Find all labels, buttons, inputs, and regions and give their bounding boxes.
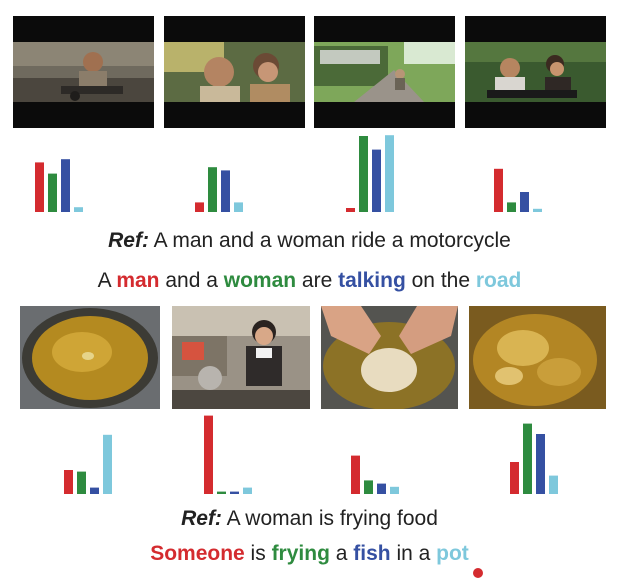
attention-bar-red: [494, 168, 503, 212]
attention-bar-red: [195, 202, 204, 212]
attention-bar-blue: [221, 170, 230, 212]
attention-bar-blue: [372, 149, 381, 212]
caption-word-blue: talking: [338, 269, 406, 292]
caption-text: A: [97, 269, 117, 292]
attention-bar-group: [195, 167, 243, 212]
attention-bar-green: [217, 491, 226, 494]
video-frame-oil-in-pan: [20, 306, 160, 409]
attention-bar-cyan: [234, 202, 243, 212]
attention-bar-cyan: [533, 208, 542, 212]
attention-bar-cyan: [103, 434, 112, 494]
attention-bar-group: [346, 135, 394, 212]
video-frame-bus-on-road: [314, 16, 455, 128]
caption-word-green: woman: [223, 269, 297, 292]
video-frame-hands-frying: [321, 306, 458, 409]
attention-bar-cyan: [549, 475, 558, 494]
ref-text: A woman is frying food: [226, 507, 438, 530]
reference-caption-1: Ref: A man and a woman ride a motorcycle: [0, 229, 619, 253]
attention-bar-group: [494, 168, 542, 212]
caption-word-blue: fish: [353, 542, 391, 565]
video-frame-couple-on-motorcycle: [465, 16, 606, 128]
generated-caption-2: Someone is frying a fish in a pot: [0, 542, 619, 566]
attention-bar-cyan: [390, 486, 399, 494]
caption-text: a: [329, 542, 354, 565]
attention-bar-group: [510, 423, 558, 494]
ref-label: Ref:: [181, 507, 222, 530]
attention-bar-green: [364, 480, 373, 494]
attention-bar-group: [64, 434, 112, 494]
attention-bar-green: [77, 471, 86, 494]
caption-word-red: man: [116, 269, 160, 292]
attention-bar-blue: [230, 491, 239, 494]
attention-bar-green: [507, 202, 516, 212]
attention-bar-red: [510, 462, 519, 494]
attention-bar-cyan: [243, 487, 252, 494]
caption-word-cyan: road: [475, 269, 522, 292]
attention-bar-red: [346, 208, 355, 212]
caption-word-red: Someone: [150, 542, 245, 565]
attention-bar-blue: [520, 192, 529, 212]
attention-bar-blue: [61, 159, 70, 212]
attention-bar-group: [35, 159, 83, 212]
attention-bar-blue: [536, 434, 545, 494]
caption-word-green: frying: [271, 542, 330, 565]
attention-bar-cyan: [385, 135, 394, 212]
caption-text: are: [296, 269, 339, 292]
caption-text: on the: [405, 269, 476, 292]
attention-bar-blue: [90, 487, 99, 494]
video-frame-woman-in-kitchen: [172, 306, 310, 409]
generated-caption-1: A man and a woman are talking on the roa…: [0, 269, 619, 293]
ref-text: A man and a woman ride a motorcycle: [153, 229, 511, 252]
caption-word-cyan: pot: [436, 542, 469, 565]
pointer-cursor-icon: [473, 568, 483, 578]
caption-text: in a: [390, 542, 437, 565]
ref-label: Ref:: [108, 229, 149, 252]
video-frame-man-and-woman: [164, 16, 305, 128]
attention-bar-group: [351, 455, 399, 494]
video-frame-motorcycle-rider: [13, 16, 154, 128]
reference-caption-2: Ref: A woman is frying food: [0, 507, 619, 531]
attention-bar-green: [208, 167, 217, 212]
attention-bar-blue: [377, 483, 386, 494]
attention-bar-red: [351, 455, 360, 494]
caption-text: and a: [159, 269, 224, 292]
attention-bar-group: [204, 415, 252, 494]
attention-bar-green: [359, 136, 368, 212]
attention-bar-red: [204, 415, 213, 494]
video-frame-bubbling-oil: [469, 306, 606, 409]
attention-bar-cyan: [74, 207, 83, 212]
attention-bar-red: [64, 470, 73, 494]
attention-bar-green: [48, 173, 57, 212]
attention-bar-green: [523, 423, 532, 494]
attention-bar-red: [35, 162, 44, 212]
caption-text: is: [244, 542, 272, 565]
